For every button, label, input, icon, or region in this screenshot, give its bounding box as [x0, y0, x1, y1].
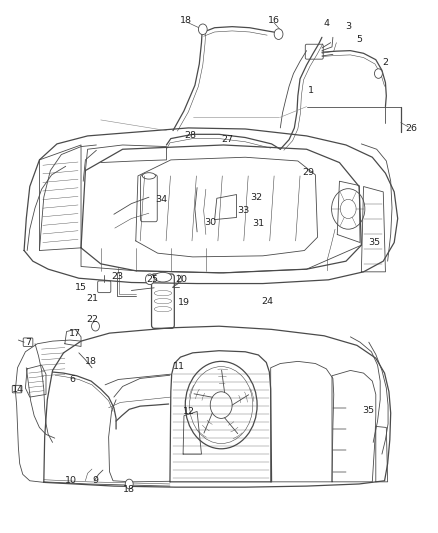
Text: 16: 16	[268, 16, 280, 25]
Text: 27: 27	[222, 135, 234, 144]
Text: 4: 4	[323, 20, 329, 28]
Text: 17: 17	[69, 329, 81, 337]
FancyBboxPatch shape	[23, 338, 33, 346]
Circle shape	[340, 199, 356, 219]
Text: 23: 23	[111, 272, 124, 280]
Circle shape	[145, 274, 154, 285]
Circle shape	[332, 189, 365, 229]
Text: 33: 33	[237, 206, 249, 215]
Text: 7: 7	[25, 338, 32, 346]
Ellipse shape	[154, 272, 172, 282]
Text: 6: 6	[69, 375, 75, 384]
Text: 22: 22	[86, 316, 98, 324]
Text: 3: 3	[345, 22, 351, 31]
Text: 25: 25	[146, 275, 159, 284]
Text: 14: 14	[12, 385, 25, 393]
Text: 12: 12	[183, 407, 195, 416]
Text: 29: 29	[303, 168, 315, 177]
Text: 26: 26	[405, 125, 417, 133]
Text: 28: 28	[184, 132, 197, 140]
Text: 5: 5	[356, 36, 362, 44]
FancyBboxPatch shape	[305, 44, 323, 59]
Text: 15: 15	[75, 284, 87, 292]
Circle shape	[374, 69, 382, 78]
Circle shape	[125, 479, 133, 489]
Text: 1: 1	[308, 86, 314, 95]
FancyBboxPatch shape	[98, 281, 111, 293]
Circle shape	[198, 24, 207, 35]
Text: 34: 34	[155, 196, 167, 204]
Text: 11: 11	[173, 362, 185, 371]
Text: 21: 21	[86, 294, 98, 303]
Text: 2: 2	[382, 59, 389, 67]
FancyBboxPatch shape	[12, 385, 22, 393]
Circle shape	[190, 367, 253, 443]
Text: 9: 9	[92, 477, 99, 485]
Text: 30: 30	[204, 219, 216, 227]
Text: 18: 18	[180, 16, 192, 25]
Text: 31: 31	[252, 220, 265, 228]
Text: 35: 35	[368, 238, 381, 247]
Text: 10: 10	[65, 477, 77, 485]
FancyBboxPatch shape	[152, 274, 174, 328]
Circle shape	[210, 392, 232, 418]
Circle shape	[92, 321, 99, 331]
Text: 35: 35	[362, 406, 374, 415]
Ellipse shape	[142, 173, 155, 179]
Text: 18: 18	[123, 485, 135, 494]
Text: 20: 20	[176, 275, 188, 284]
Text: 32: 32	[250, 193, 262, 201]
FancyBboxPatch shape	[141, 175, 157, 222]
Text: 18: 18	[85, 357, 97, 366]
Text: 24: 24	[261, 297, 273, 305]
Circle shape	[274, 29, 283, 39]
Circle shape	[185, 361, 257, 449]
Text: 19: 19	[178, 298, 190, 307]
